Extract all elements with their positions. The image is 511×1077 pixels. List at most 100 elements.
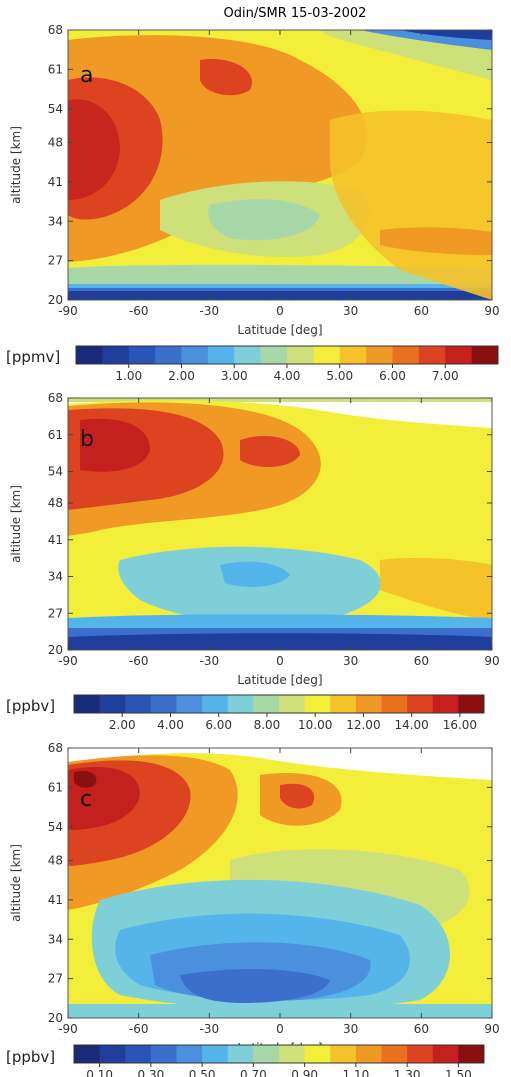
colorbar-tick-label: 10.00: [298, 718, 332, 732]
colorbar-swatch: [407, 1045, 434, 1063]
colorbar-swatch: [287, 346, 314, 364]
y-tick-label: 20: [48, 643, 63, 657]
colorbar-swatch: [330, 1045, 357, 1063]
colorbar-swatch: [381, 1045, 408, 1063]
y-tick-label: 61: [48, 780, 63, 794]
colorbar-swatch: [128, 346, 156, 364]
colorbar-tick-label: 1.00: [115, 369, 142, 383]
colorbar-swatch: [207, 346, 235, 364]
colorbar-swatch: [381, 695, 408, 713]
colorbar-swatch: [304, 695, 331, 713]
panel-a-colorbar-unit: [ppmv]: [6, 348, 60, 366]
y-tick-label: 68: [48, 391, 63, 405]
panel-b-letter: b: [80, 427, 94, 452]
colorbar-swatch: [339, 346, 367, 364]
y-tick-label: 41: [48, 533, 63, 547]
x-tick-label: 30: [343, 304, 358, 318]
colorbar-swatch: [253, 695, 280, 713]
y-tick-label: 48: [48, 136, 63, 150]
colorbar-swatch: [471, 346, 499, 364]
panel-c-axes: -90 -60 -30 0 30 60 90 68 61 54 48 41 34 27 20: [48, 741, 500, 1036]
colorbar-tick-label: 3.00: [221, 369, 248, 383]
y-tick-label: 61: [48, 428, 63, 442]
x-tick-label: -90: [58, 654, 78, 668]
colorbar-swatch: [76, 346, 103, 364]
colorbar-swatch: [253, 1045, 280, 1063]
colorbar-swatch: [458, 1045, 485, 1063]
colorbar-tick-label: 6.00: [205, 718, 232, 732]
colorbar-tick-label: 4.00: [157, 718, 184, 732]
colorbar-tick-label: 0.50: [189, 1068, 216, 1077]
colorbar-swatch: [227, 1045, 254, 1063]
colorbar-swatch: [102, 346, 130, 364]
x-tick-label: 0: [276, 304, 284, 318]
colorbar-frame: [73, 694, 485, 714]
colorbar-swatch: [458, 695, 485, 713]
panel-a-colorbar: 1.00 2.00 3.00 4.00 5.00 6.00 7.00: [75, 345, 499, 383]
colorbar-tick-label: 4.00: [274, 369, 301, 383]
panel-a-letter: a: [80, 63, 93, 88]
x-tick-label: 60: [414, 1022, 429, 1036]
panel-a-ylabel: altitude [km]: [9, 126, 23, 204]
y-tick-label: 41: [48, 175, 63, 189]
y-tick-label: 61: [48, 62, 63, 76]
colorbar-swatch: [125, 1045, 152, 1063]
colorbar-tick-label: 0.90: [291, 1068, 318, 1077]
x-tick-label: -60: [129, 654, 149, 668]
x-tick-label: -90: [58, 304, 78, 318]
x-tick-label: -30: [200, 304, 220, 318]
colorbar-swatch: [99, 1045, 126, 1063]
x-tick-label: 60: [414, 654, 429, 668]
colorbar-swatch: [313, 346, 341, 364]
colorbar-swatch: [432, 695, 459, 713]
colorbar-swatch: [74, 695, 101, 713]
x-tick-label: -60: [129, 1022, 149, 1036]
y-tick-label: 27: [48, 254, 63, 268]
x-tick-label: 30: [343, 1022, 358, 1036]
colorbar-tick-label: 8.00: [254, 718, 281, 732]
panel-c-colorbar: 0.10 0.30 0.50 0.70 0.90 1.10 1.30 1.50: [73, 1044, 485, 1077]
colorbar-swatch: [407, 695, 434, 713]
x-tick-label: 60: [414, 304, 429, 318]
colorbar-tick-label: 0.30: [138, 1068, 165, 1077]
x-tick-label: -90: [58, 1022, 78, 1036]
colorbar-tick-label: 14.00: [394, 718, 428, 732]
x-tick-label: -30: [200, 654, 220, 668]
y-tick-label: 41: [48, 893, 63, 907]
colorbar-swatch: [392, 346, 420, 364]
y-tick-label: 54: [48, 102, 63, 116]
colorbar-swatch: [150, 1045, 177, 1063]
colorbar-swatch: [227, 695, 254, 713]
colorbar-tick-label: 6.00: [379, 369, 406, 383]
x-tick-label: 30: [343, 654, 358, 668]
panel-c-colorbar-unit: [ppbv]: [6, 1048, 55, 1066]
y-tick-label: 27: [48, 972, 63, 986]
panel-c-letter: c: [80, 787, 92, 812]
colorbar-swatch: [176, 695, 203, 713]
colorbar-tick-label: 0.70: [240, 1068, 267, 1077]
colorbar-tick-label: 2.00: [168, 369, 195, 383]
panel-c-field: [68, 748, 492, 1018]
colorbar-swatch: [366, 346, 393, 364]
colorbar-swatch: [418, 346, 446, 364]
panel-a: a -90 -60 -30 0 30 60 90 68 61 54 48 41 34 27 20 altit…: [6, 23, 500, 383]
colorbar-tick-label: 0.10: [86, 1068, 113, 1077]
colorbar-swatch: [279, 695, 306, 713]
y-tick-label: 68: [48, 741, 63, 755]
colorbar-swatch: [355, 695, 382, 713]
colorbar-swatch: [155, 346, 182, 364]
panel-a-field: [68, 30, 492, 300]
colorbar-frame: [73, 1044, 485, 1064]
panel-b-colorbar: 2.00 4.00 6.00 8.00 10.00 12.00 14.00 16.00: [73, 694, 485, 732]
colorbar-swatch: [234, 346, 262, 364]
y-tick-label: 48: [48, 496, 63, 510]
colorbar-swatch: [330, 695, 357, 713]
colorbar-swatch: [99, 695, 126, 713]
panel-c-ylabel: altitude [km]: [9, 844, 23, 922]
y-tick-label: 20: [48, 293, 63, 307]
colorbar-swatch: [432, 1045, 459, 1063]
colorbar-swatch: [150, 695, 177, 713]
panel-c: c -90 -60 -30 0 30 60 90 68 61 54 48 41 34 27 20 altit…: [6, 741, 500, 1077]
colorbar-tick-label: 7.00: [432, 369, 459, 383]
panel-b-colorbar-unit: [ppbv]: [6, 697, 55, 715]
